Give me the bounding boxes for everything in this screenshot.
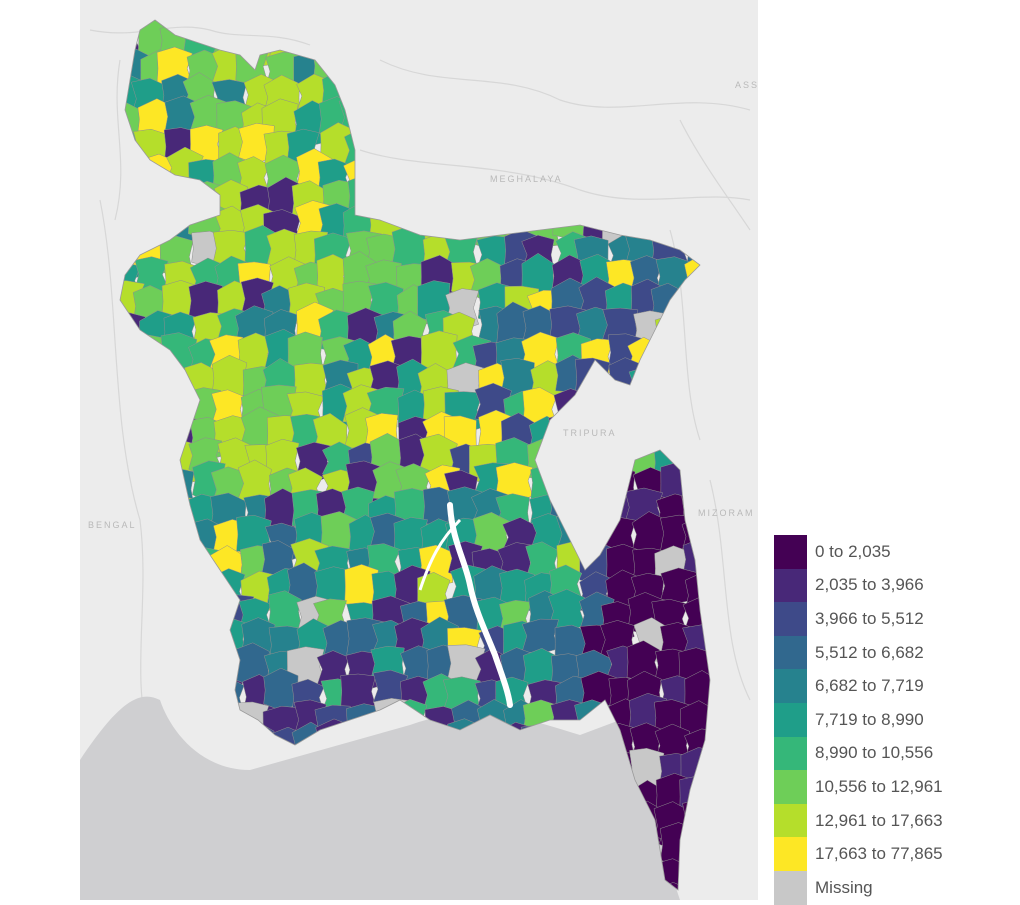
legend-item: 5,512 to 6,682	[774, 635, 1014, 670]
legend-swatch	[774, 535, 807, 569]
legend-label: 8,990 to 10,556	[815, 743, 934, 763]
legend-label: 0 to 2,035	[815, 541, 891, 561]
map-panel[interactable]: ASSAM MEGHALAYA TRIPURA MIZORAM BENGAL	[80, 0, 758, 900]
legend-label: 5,512 to 6,682	[815, 642, 924, 662]
legend-item: 7,719 to 8,990	[774, 702, 1014, 737]
legend-item: 17,663 to 77,865	[774, 837, 1014, 871]
legend-label: 12,961 to 17,663	[815, 810, 943, 830]
legend-swatch	[774, 702, 807, 737]
legend-item: 6,682 to 7,719	[774, 669, 1014, 703]
legend-item: 10,556 to 12,961	[774, 770, 1014, 804]
legend-label: 17,663 to 77,865	[815, 844, 943, 864]
place-label: MEGHALAYA	[490, 174, 563, 184]
district-cell[interactable]	[684, 670, 719, 714]
place-label: BENGAL	[88, 520, 137, 530]
legend-item: 2,035 to 3,966	[774, 568, 1014, 603]
legend-swatch	[774, 770, 807, 804]
legend-item: 3,966 to 5,512	[774, 602, 1014, 636]
bangladesh-choropleth-map[interactable]: ASSAM MEGHALAYA TRIPURA MIZORAM BENGAL	[80, 0, 758, 900]
place-labels: ASSAM MEGHALAYA TRIPURA MIZORAM BENGAL	[88, 80, 758, 530]
legend-label: 6,682 to 7,719	[815, 676, 924, 696]
legend-swatch	[774, 837, 807, 871]
bay-of-bengal	[80, 696, 680, 900]
legend-label: Missing	[815, 877, 873, 897]
legend-item: 8,990 to 10,556	[774, 736, 1014, 771]
legend-swatch	[774, 602, 807, 636]
legend-item: Missing	[774, 870, 1014, 905]
legend-swatch	[774, 803, 807, 838]
legend-label: 3,966 to 5,512	[815, 608, 924, 628]
legend-swatch	[774, 870, 807, 905]
legend: 0 to 2,035 2,035 to 3,966 3,966 to 5,512 5,…	[774, 535, 1014, 905]
place-label: ASSAM	[735, 80, 758, 90]
legend-swatch	[774, 568, 807, 603]
legend-swatch	[774, 635, 807, 670]
legend-item: 12,961 to 17,663	[774, 803, 1014, 838]
legend-item: 0 to 2,035	[774, 535, 1014, 569]
legend-swatch	[774, 736, 807, 771]
legend-swatch	[774, 669, 807, 703]
country-outline	[119, 19, 711, 891]
district-cell[interactable]	[521, 618, 559, 654]
legend-label: 7,719 to 8,990	[815, 709, 924, 729]
place-label: MIZORAM	[698, 508, 755, 518]
river	[418, 518, 462, 591]
river	[447, 502, 513, 708]
legend-label: 2,035 to 3,966	[815, 575, 924, 595]
place-label: TRIPURA	[563, 428, 617, 438]
legend-label: 10,556 to 12,961	[815, 776, 943, 796]
